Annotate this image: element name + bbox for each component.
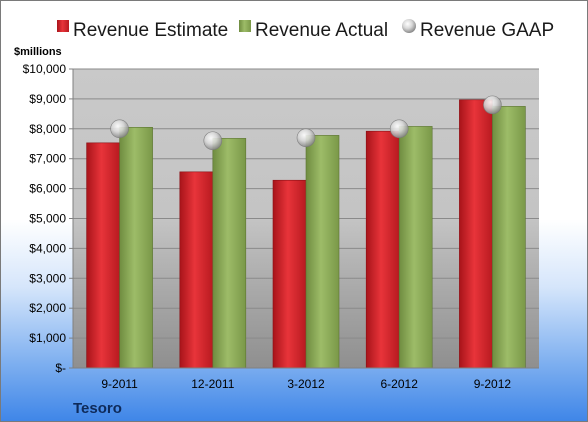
bar-revenue-estimate: [272, 179, 307, 369]
legend-swatch-estimate: [57, 20, 69, 32]
marker-revenue-gaap: [389, 119, 409, 139]
bars: [86, 99, 526, 369]
legend-label-gaap: Revenue GAAP: [420, 20, 554, 41]
y-tick-label: $4,000: [29, 241, 66, 255]
legend-label-actual: Revenue Actual: [255, 20, 388, 41]
x-axis-ticks: 9-2011 12-2011 3-2012 6-2012 9-2012: [73, 367, 539, 391]
legend-marker-gaap: [402, 19, 416, 33]
y-tick-label: $8,000: [29, 122, 66, 136]
bar-revenue-actual: [305, 135, 340, 369]
y-tick-label: $1,000: [29, 331, 66, 345]
legend-swatch-actual: [239, 20, 251, 32]
x-tick-label: 9-2012: [474, 377, 512, 391]
y-tick-label: $10,000: [23, 62, 67, 76]
y-axis-unit-label: $millions: [14, 46, 62, 58]
marker-revenue-gaap: [483, 95, 502, 115]
x-tick-label: 12-2011: [191, 377, 234, 391]
legend: Revenue Estimate Revenue Actual Revenue …: [57, 19, 554, 41]
bar-revenue-estimate: [365, 130, 400, 369]
bar-revenue-estimate: [179, 171, 214, 369]
gaap-markers: [110, 95, 502, 151]
company-name: Tesoro: [73, 400, 122, 417]
y-tick-label: $2,000: [29, 301, 66, 315]
legend-label-estimate: Revenue Estimate: [73, 20, 228, 41]
y-tick-label: $3,000: [29, 271, 66, 285]
marker-revenue-gaap: [296, 128, 316, 148]
marker-revenue-gaap: [203, 131, 223, 151]
x-tick-label: 9-2011: [101, 377, 138, 391]
x-tick-label: 3-2012: [287, 377, 325, 391]
y-tick-label: $-: [55, 361, 66, 375]
bar-revenue-actual: [119, 127, 153, 369]
bar-revenue-estimate: [459, 99, 493, 369]
y-tick-label: $6,000: [29, 182, 66, 196]
marker-revenue-gaap: [110, 119, 129, 139]
y-tick-label: $7,000: [29, 152, 66, 166]
y-tick-label: $5,000: [29, 212, 66, 226]
bar-revenue-actual: [398, 126, 433, 369]
bar-revenue-estimate: [86, 142, 120, 369]
bar-revenue-actual: [212, 138, 247, 369]
x-tick-label: 6-2012: [381, 377, 419, 391]
y-axis-ticks: $- $1,000 $2,000 $3,000 $4,000 $5,000 $6,000 $7…: [23, 62, 74, 375]
bar-revenue-actual: [492, 106, 526, 369]
y-tick-label: $9,000: [29, 92, 66, 106]
